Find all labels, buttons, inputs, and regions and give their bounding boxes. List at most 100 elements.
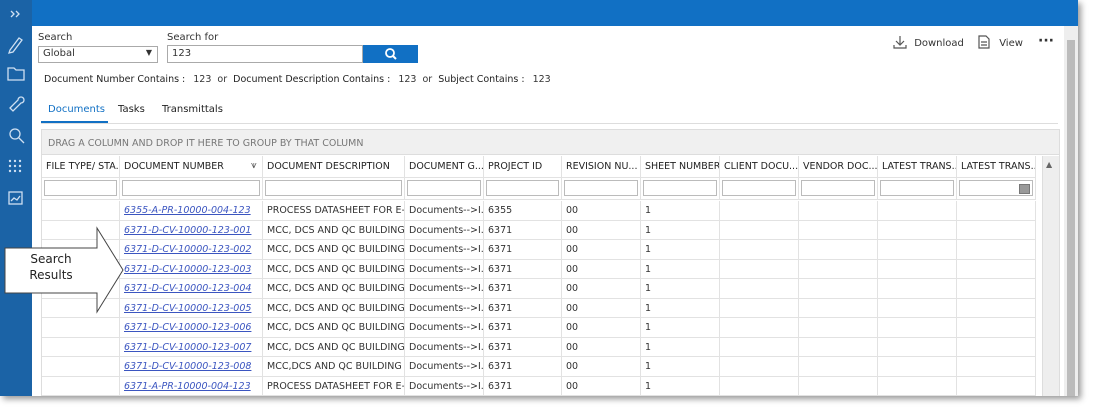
grid-cell <box>720 279 799 299</box>
document-link[interactable]: 6371-D-CV-10000-123-007 <box>124 341 252 353</box>
document-link[interactable]: 6355-A-PR-10000-004-123 <box>124 205 251 216</box>
description: MCC, DCS AND QC BUILDING... <box>267 341 405 353</box>
grid-cell: 00 <box>562 259 641 279</box>
grid-scroll-up[interactable]: ▲ <box>1046 160 1053 169</box>
column-filter-input[interactable] <box>564 180 638 196</box>
tab-divider <box>41 123 1058 124</box>
grid-cell <box>878 201 957 221</box>
column-filter-input[interactable] <box>801 180 875 196</box>
column-filter-input[interactable] <box>722 180 796 196</box>
tab[interactable]: Transmittals <box>162 104 223 115</box>
document-link[interactable]: 6371-D-CV-10000-123-005 <box>124 302 252 314</box>
project-id: 6371 <box>488 361 513 372</box>
column-header[interactable]: CLIENT DOCU... <box>720 156 799 178</box>
grid-cell <box>957 201 1036 221</box>
search-button[interactable] <box>363 45 418 63</box>
grid-cell <box>957 337 1036 357</box>
grid-cell <box>720 220 799 240</box>
grid-cell <box>799 240 878 260</box>
column-filter-input[interactable] <box>643 180 717 196</box>
tab[interactable]: Tasks <box>118 104 145 115</box>
download-button[interactable]: Download <box>893 35 964 49</box>
column-filter-input[interactable] <box>407 180 481 196</box>
document-group: Documents-->I... <box>409 283 484 294</box>
column-filter-input[interactable] <box>486 180 559 196</box>
column-header[interactable]: LATEST TRANS... <box>878 156 957 178</box>
criteria-value: 123 <box>398 74 417 85</box>
document-link[interactable]: 6371-D-CV-10000-123-008 <box>124 361 252 372</box>
grid-cell <box>957 298 1036 318</box>
grid-cell: 1 <box>641 201 720 221</box>
page-scroll-thumb[interactable] <box>1067 40 1075 396</box>
column-filter-input[interactable] <box>959 180 1033 196</box>
grid-cell: 6371 <box>484 259 562 279</box>
more-button[interactable]: ··· <box>1038 33 1054 49</box>
query-input[interactable]: 123 <box>167 45 363 63</box>
tab[interactable]: Documents <box>48 104 106 115</box>
criteria-label: Subject Contains : <box>438 74 525 85</box>
grid-cell <box>878 318 957 338</box>
grid-cell: 6371 <box>484 240 562 260</box>
description: MCC, DCS AND QC BUILDING... <box>267 283 405 294</box>
grid-cell <box>799 318 878 338</box>
grid-cell <box>878 357 957 377</box>
column-filter-input[interactable] <box>122 180 260 196</box>
grid-cell: 6371-D-CV-10000-123-008 <box>120 357 263 377</box>
project-id: 6371 <box>488 380 513 392</box>
revision: 00 <box>566 380 579 392</box>
document-link[interactable]: 6371-D-CV-10000-123-004 <box>124 283 252 294</box>
grid-cell: 6371-D-CV-10000-123-007 <box>120 337 263 357</box>
column-filter-input[interactable] <box>44 180 117 196</box>
column-header[interactable]: DOCUMENT NUMBER <box>120 156 263 178</box>
criteria-value: 123 <box>532 74 551 85</box>
column-filter-cell <box>878 178 957 200</box>
column-header[interactable]: LATEST TRANS... <box>957 156 1036 178</box>
scope-select[interactable]: Global ▼ <box>38 46 158 63</box>
grid-cell: 00 <box>562 240 641 260</box>
grid-cell <box>720 201 799 221</box>
column-header[interactable]: REVISION NU... <box>562 156 641 178</box>
column-filter-input[interactable] <box>880 180 954 196</box>
grid-cell: MCC, DCS AND QC BUILDING... <box>263 220 405 240</box>
document-link[interactable]: 6371-D-CV-10000-123-002 <box>124 244 252 255</box>
date-picker-icon[interactable] <box>1019 184 1030 194</box>
grid-cell <box>799 357 878 377</box>
grid-cell <box>957 357 1036 377</box>
filter-icon[interactable]: ⩛ <box>251 160 257 171</box>
criteria-label: Document Number Contains : <box>44 74 186 85</box>
grid-cell: 00 <box>562 318 641 338</box>
column-filter-input[interactable] <box>265 180 402 196</box>
grid-cell: 6371 <box>484 298 562 318</box>
column-filter-cell <box>720 178 799 200</box>
column-header[interactable]: FILE TYPE/ STA... <box>42 156 120 178</box>
revision: 00 <box>566 283 579 294</box>
document-link[interactable]: 6371-D-CV-10000-123-003 <box>124 263 252 275</box>
column-header[interactable]: DOCUMENT DESCRIPTION <box>263 156 405 178</box>
download-label: Download <box>914 38 964 49</box>
criteria-line: Document Number Contains : 123 or Document … <box>44 74 557 85</box>
grid-cell <box>957 220 1036 240</box>
document-link[interactable]: 6371-D-CV-10000-123-001 <box>124 224 252 236</box>
grid-cell: 1 <box>641 318 720 338</box>
grid-cell: 1 <box>641 337 720 357</box>
view-button[interactable]: View <box>978 35 1023 49</box>
description: MCC, DCS AND QC BUILDING... <box>267 244 405 255</box>
column-filter-cell <box>120 178 263 200</box>
view-label: View <box>999 38 1023 49</box>
document-link[interactable]: 6371-D-CV-10000-123-006 <box>124 322 252 333</box>
document-link[interactable]: 6371-A-PR-10000-004-123 <box>124 380 251 392</box>
column-header[interactable]: SHEET NUMBER <box>641 156 720 178</box>
grid-cell <box>799 259 878 279</box>
grid-cell: 6371-D-CV-10000-123-001 <box>120 220 263 240</box>
grid-cell <box>42 279 120 299</box>
column-header[interactable]: PROJECT ID <box>484 156 562 178</box>
sheet: 1 <box>645 244 652 255</box>
column-header[interactable]: VENDOR DOC... <box>799 156 878 178</box>
column-header[interactable]: DOCUMENT G... <box>405 156 484 178</box>
description: MCC, DCS AND QC BUILDING... <box>267 302 405 314</box>
grid-cell <box>878 337 957 357</box>
description: PROCESS DATASHEET FOR E-... <box>267 380 405 392</box>
grid-cell: 6371 <box>484 279 562 299</box>
grid-cell: MCC, DCS AND QC BUILDING... <box>263 240 405 260</box>
